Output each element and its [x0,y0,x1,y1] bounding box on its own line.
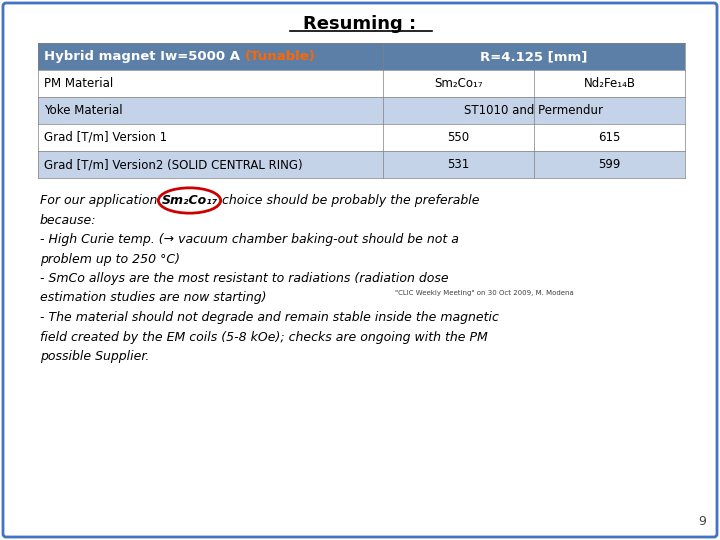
Text: "CLIC Weekly Meeting" on 30 Oct 2009, M. Modena: "CLIC Weekly Meeting" on 30 Oct 2009, M.… [395,289,574,295]
FancyBboxPatch shape [38,124,685,151]
Text: PM Material: PM Material [44,77,113,90]
Text: R=4.125 [mm]: R=4.125 [mm] [480,50,588,63]
Text: Sm₂Co₁₇: Sm₂Co₁₇ [434,77,483,90]
FancyBboxPatch shape [38,97,685,124]
Text: Resuming :: Resuming : [303,15,417,33]
Text: 9: 9 [698,515,706,528]
Text: choice should be probably the preferable: choice should be probably the preferable [217,194,479,207]
Text: - SmCo alloys are the most resistant to radiations (radiation dose: - SmCo alloys are the most resistant to … [40,272,449,285]
Text: 615: 615 [598,131,621,144]
Text: Sm₂Co₁₇: Sm₂Co₁₇ [161,194,217,207]
Text: possible Supplier.: possible Supplier. [40,350,149,363]
Text: 599: 599 [598,158,621,171]
Text: Yoke Material: Yoke Material [44,104,122,117]
FancyBboxPatch shape [38,70,685,97]
Text: Grad [T/m] Version 1: Grad [T/m] Version 1 [44,131,167,144]
Text: Hybrid magnet Iw=5000 A: Hybrid magnet Iw=5000 A [44,50,245,63]
Text: 531: 531 [447,158,469,171]
Text: estimation studies are now starting): estimation studies are now starting) [40,292,266,305]
FancyBboxPatch shape [3,3,717,537]
Text: Nd₂Fe₁₄B: Nd₂Fe₁₄B [583,77,636,90]
Text: 550: 550 [447,131,469,144]
Text: - The material should not degrade and remain stable inside the magnetic: - The material should not degrade and re… [40,311,499,324]
Text: field created by the EM coils (5-8 kOe); checks are ongoing with the PM: field created by the EM coils (5-8 kOe);… [40,330,487,343]
Text: - High Curie temp. (→ vacuum chamber baking-out should be not a: - High Curie temp. (→ vacuum chamber bak… [40,233,459,246]
Text: For our application: For our application [40,194,161,207]
Text: (Tunable): (Tunable) [245,50,315,63]
FancyBboxPatch shape [38,151,685,178]
Text: ST1010 and Permendur: ST1010 and Permendur [464,104,603,117]
Text: problem up to 250 °C): problem up to 250 °C) [40,253,180,266]
FancyBboxPatch shape [38,43,685,70]
Text: Grad [T/m] Version2 (SOLID CENTRAL RING): Grad [T/m] Version2 (SOLID CENTRAL RING) [44,158,302,171]
Text: because:: because: [40,213,96,226]
